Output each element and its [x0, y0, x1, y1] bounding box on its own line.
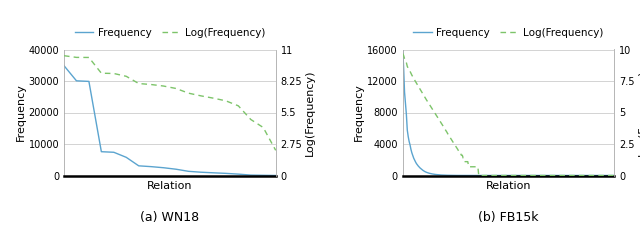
Frequency — [97, 150, 105, 153]
Frequency — [209, 171, 217, 174]
Log(Frequency) — [72, 56, 80, 59]
Frequency — [72, 79, 80, 82]
Log(Frequency) — [611, 174, 618, 177]
Frequency — [197, 171, 205, 173]
Log(Frequency) — [185, 92, 193, 94]
Log(Frequency) — [209, 97, 217, 99]
Log(Frequency) — [418, 91, 426, 93]
Frequency — [110, 151, 118, 154]
Log(Frequency) — [605, 174, 612, 177]
Frequency — [399, 48, 406, 51]
Frequency — [465, 174, 472, 177]
Line: Frequency: Frequency — [64, 66, 276, 176]
Log(Frequency) — [197, 94, 205, 97]
Log(Frequency) — [110, 72, 118, 75]
Text: (b) FB15k: (b) FB15k — [478, 211, 539, 224]
Frequency — [272, 174, 280, 177]
Log(Frequency) — [272, 149, 280, 152]
Y-axis label: Frequency: Frequency — [15, 83, 26, 142]
Log(Frequency) — [222, 99, 230, 102]
Y-axis label: Log(Frequency): Log(Frequency) — [637, 69, 640, 156]
Frequency — [172, 168, 180, 171]
Log(Frequency) — [399, 52, 406, 55]
Log(Frequency) — [234, 104, 242, 107]
Log(Frequency) — [259, 126, 267, 129]
Line: Log(Frequency): Log(Frequency) — [64, 56, 276, 150]
Y-axis label: Frequency: Frequency — [355, 83, 364, 142]
Line: Log(Frequency): Log(Frequency) — [403, 54, 614, 176]
Log(Frequency) — [160, 85, 168, 87]
Frequency — [147, 165, 155, 168]
Log(Frequency) — [247, 118, 255, 121]
Frequency — [185, 170, 193, 173]
Log(Frequency) — [172, 87, 180, 90]
Frequency — [135, 164, 143, 167]
X-axis label: Relation: Relation — [486, 181, 531, 191]
Frequency — [160, 166, 168, 169]
Frequency — [605, 174, 612, 177]
Log(Frequency) — [454, 148, 461, 151]
Line: Frequency: Frequency — [403, 50, 614, 176]
Log(Frequency) — [85, 56, 93, 59]
Frequency — [475, 174, 483, 177]
Log(Frequency) — [465, 165, 472, 168]
Log(Frequency) — [97, 72, 105, 74]
Frequency — [259, 174, 267, 177]
Log(Frequency) — [122, 75, 130, 78]
Y-axis label: Log(Frequency): Log(Frequency) — [305, 69, 315, 156]
Frequency — [454, 174, 461, 177]
Legend: Frequency, Log(Frequency): Frequency, Log(Frequency) — [70, 23, 269, 42]
Log(Frequency) — [147, 83, 155, 86]
Frequency — [60, 64, 68, 67]
Log(Frequency) — [416, 88, 424, 90]
Frequency — [122, 156, 130, 159]
Log(Frequency) — [475, 174, 483, 177]
Frequency — [418, 168, 426, 171]
Frequency — [416, 167, 424, 169]
Frequency — [247, 174, 255, 176]
Log(Frequency) — [428, 107, 436, 110]
Frequency — [611, 174, 618, 177]
X-axis label: Relation: Relation — [147, 181, 193, 191]
Frequency — [222, 172, 230, 175]
Legend: Frequency, Log(Frequency): Frequency, Log(Frequency) — [409, 23, 608, 42]
Text: (a) WN18: (a) WN18 — [140, 211, 200, 224]
Log(Frequency) — [135, 82, 143, 85]
Log(Frequency) — [60, 54, 68, 57]
Frequency — [85, 80, 93, 83]
Frequency — [428, 173, 436, 175]
Frequency — [234, 173, 242, 176]
